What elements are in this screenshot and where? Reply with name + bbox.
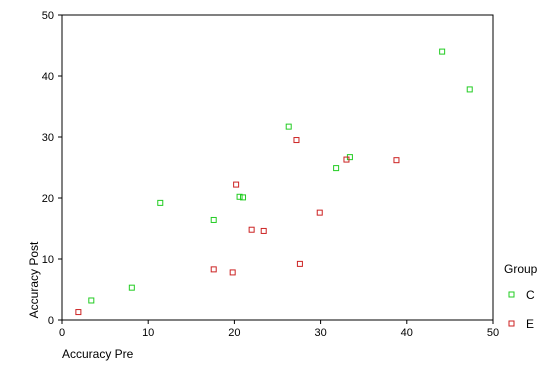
point-e (210, 266, 217, 273)
point-e (293, 137, 300, 144)
point-e (393, 157, 400, 164)
point-c (333, 165, 340, 172)
point-e (229, 269, 236, 276)
point-c (466, 86, 473, 93)
legend-marker-e (508, 320, 515, 327)
point-c (157, 199, 164, 206)
y-tick-label: 20 (42, 193, 54, 205)
legend-marker-c (508, 291, 515, 298)
x-tick-label: 40 (401, 327, 413, 339)
y-tick-label: 0 (48, 315, 54, 327)
point-c (240, 194, 247, 201)
x-tick-label: 20 (228, 327, 240, 339)
point-c (439, 48, 446, 55)
point-e (75, 309, 82, 316)
x-tick-label: 30 (314, 327, 326, 339)
point-c (236, 193, 243, 200)
x-tick-label: 0 (59, 327, 65, 339)
legend-label-e: E (526, 317, 534, 331)
y-tick-label: 40 (42, 71, 54, 83)
point-e (260, 227, 267, 234)
y-tick-label: 50 (42, 10, 54, 22)
y-axis-label: Accuracy Post (27, 241, 41, 318)
legend-label-c: C (526, 288, 535, 302)
point-e (296, 260, 303, 267)
point-e (343, 156, 350, 163)
point-c (88, 297, 95, 304)
point-c (285, 123, 292, 130)
point-e (233, 181, 240, 188)
point-e (248, 226, 255, 233)
x-axis-label: Accuracy Pre (62, 347, 134, 361)
point-c (210, 216, 217, 223)
x-tick-label: 50 (487, 327, 499, 339)
plot-frame (61, 14, 494, 321)
y-tick-label: 30 (42, 132, 54, 144)
legend: Group C E (504, 262, 538, 331)
y-tick-label: 10 (42, 254, 54, 266)
x-tick-label: 10 (142, 327, 154, 339)
data-points (75, 48, 473, 316)
axis-ticks: 0 10 20 30 40 50 0 10 20 30 40 50 (42, 10, 499, 339)
point-c (128, 284, 135, 291)
point-e (316, 209, 323, 216)
legend-title: Group (504, 262, 538, 276)
